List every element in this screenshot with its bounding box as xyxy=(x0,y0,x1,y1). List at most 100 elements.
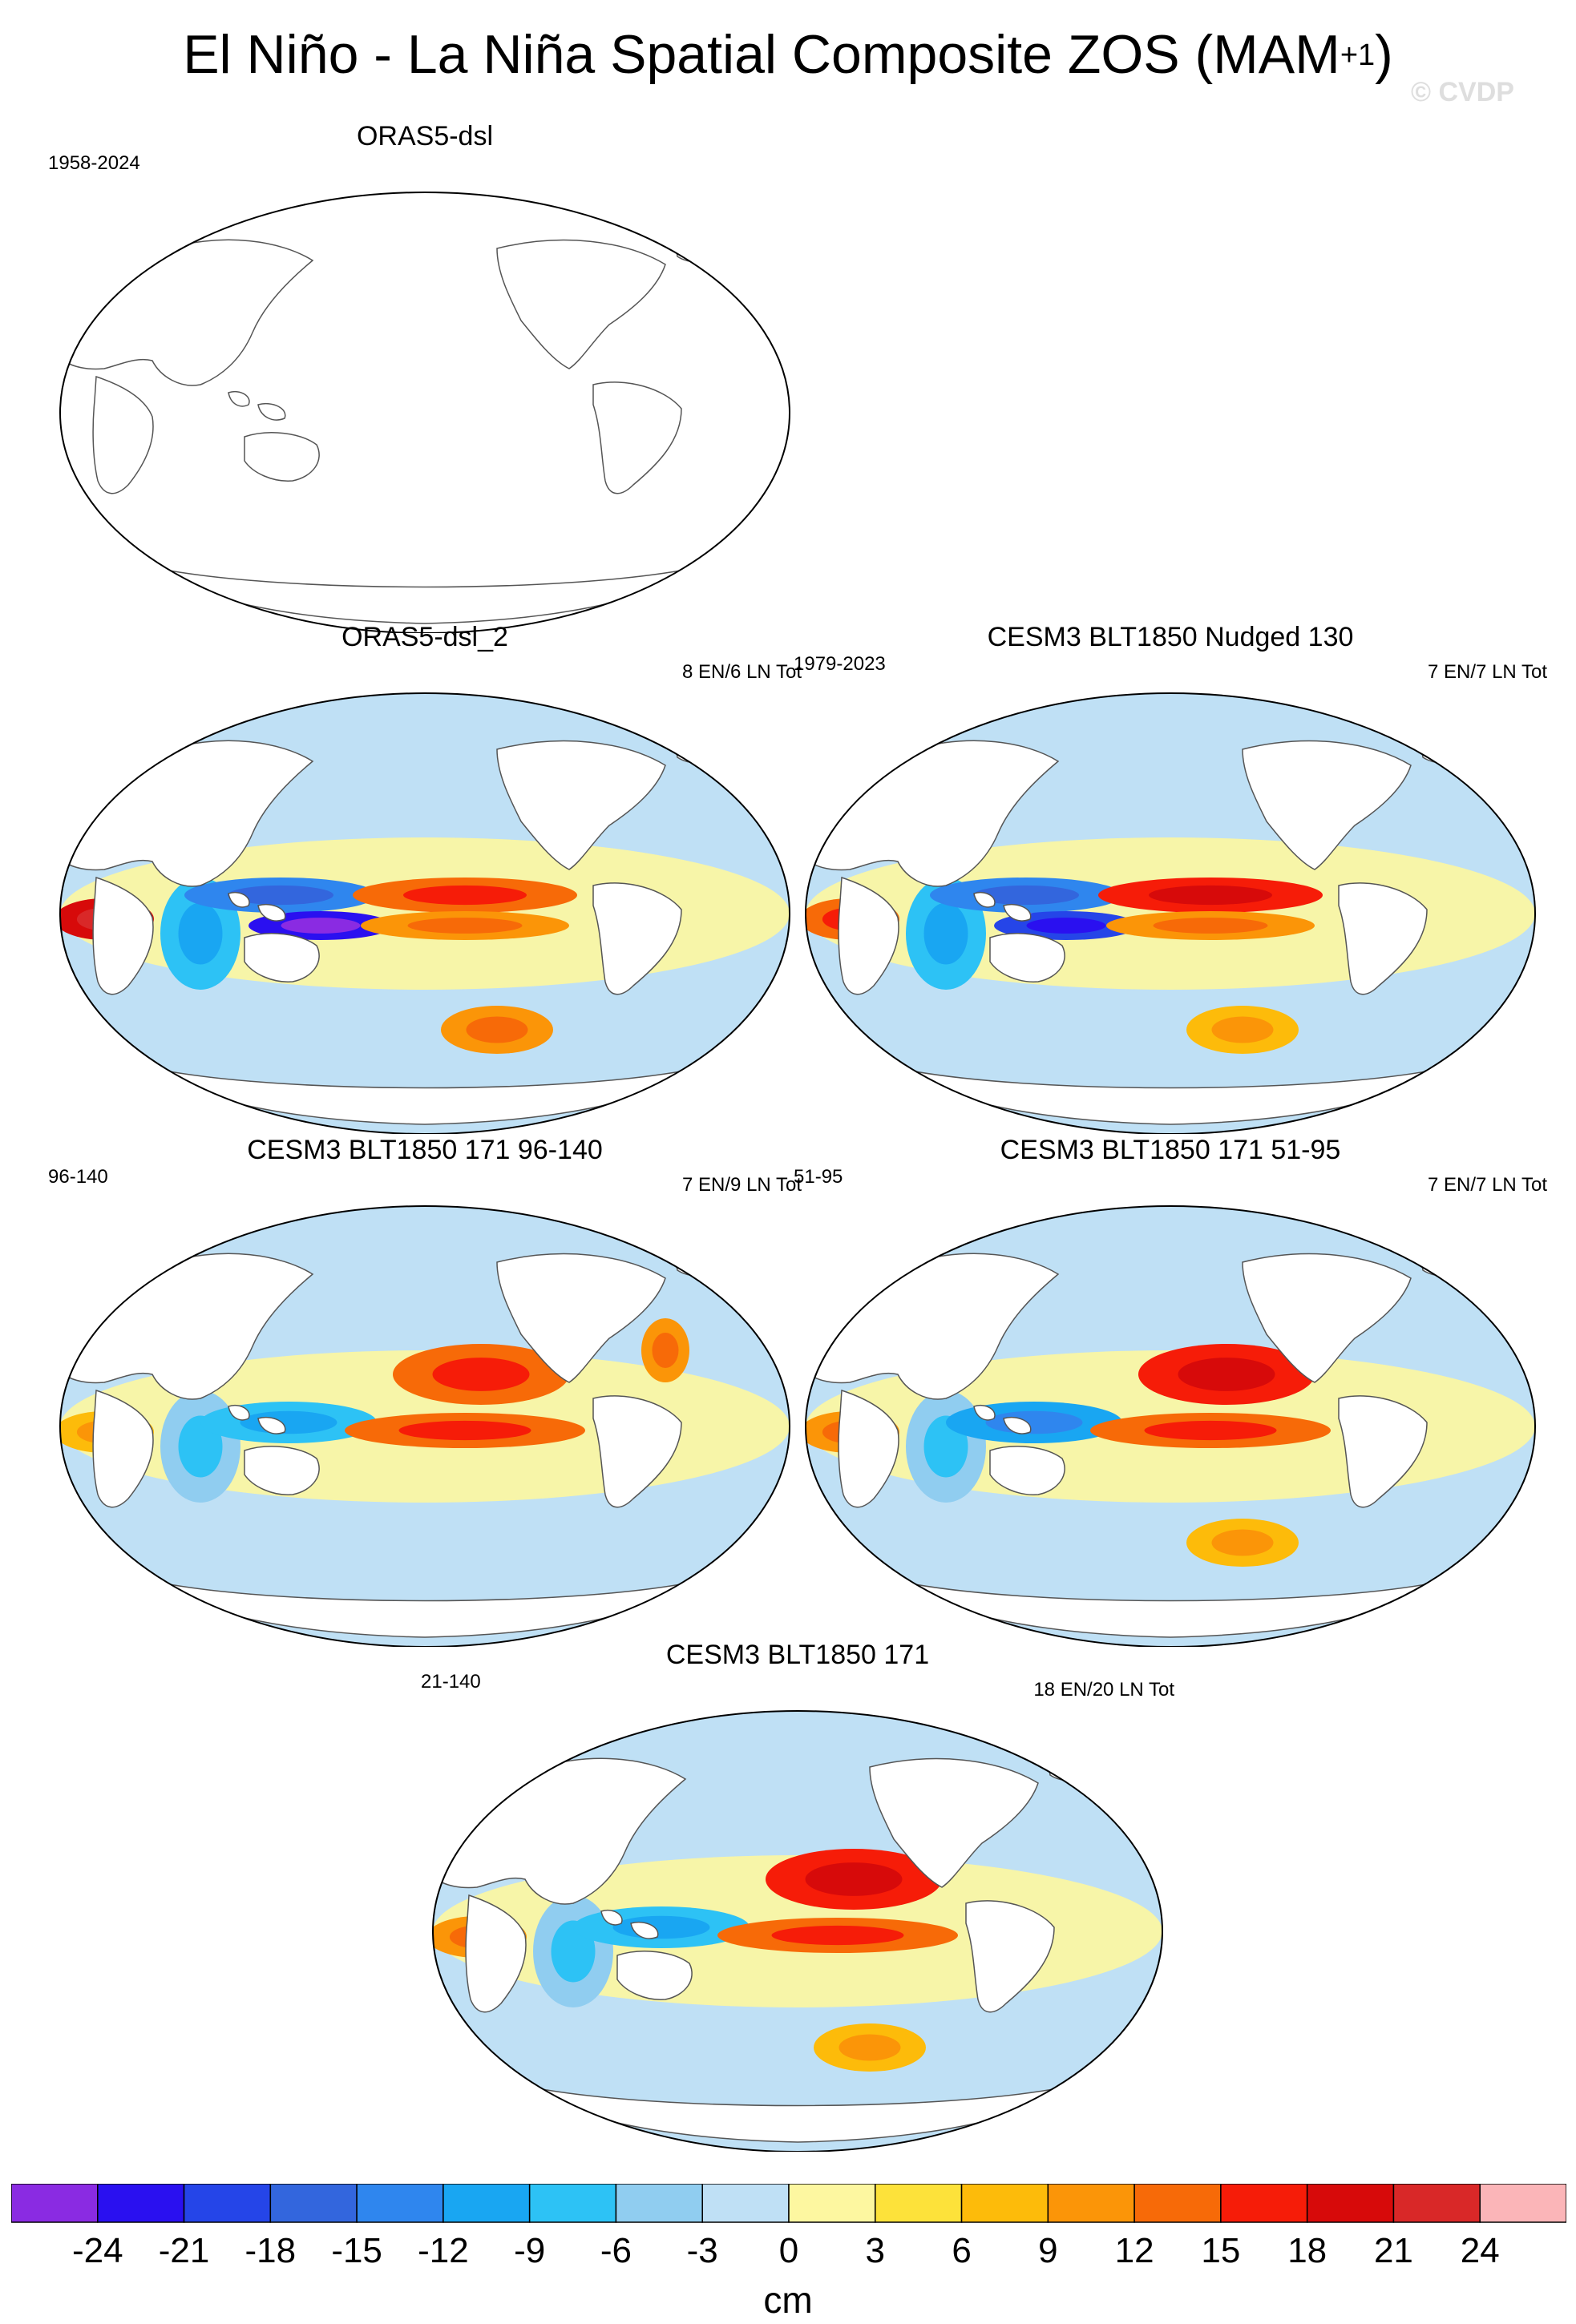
anomaly-core xyxy=(466,1016,528,1043)
panel-title: CESM3 BLT1850 171 96-140 xyxy=(247,1135,603,1165)
map-svg xyxy=(59,692,791,1134)
anomaly-core xyxy=(1211,1529,1274,1556)
map-svg xyxy=(431,1710,1164,2152)
map-border xyxy=(804,692,1537,1134)
panel-right-label: 8 EN/6 LN Tot xyxy=(682,661,802,683)
continent-outline xyxy=(673,231,718,263)
map-border xyxy=(59,692,791,1134)
continent-outline xyxy=(1418,1245,1464,1277)
colorbar-tick-label: 12 xyxy=(1115,2231,1154,2270)
colorbar-tick-label: 0 xyxy=(779,2231,798,2270)
anomaly-core xyxy=(407,918,523,934)
map-field xyxy=(433,1711,1162,2152)
colorbar-swatch xyxy=(1479,2184,1566,2223)
continent-outline xyxy=(92,876,154,995)
panel-right-label: 7 EN/7 LN Tot xyxy=(1428,1174,1547,1196)
anomaly-core xyxy=(612,1915,710,1939)
map-panel-cesm3-171-96-140: CESM3 BLT1850 171 96-140 96-140 7 EN/9 L… xyxy=(48,1134,802,1647)
continent-outline xyxy=(244,432,320,482)
map-border xyxy=(59,192,791,633)
continent-outline xyxy=(1338,882,1428,995)
colorbar-swatch xyxy=(356,2184,444,2223)
anomaly-core xyxy=(805,1862,903,1896)
continent-outline xyxy=(1242,740,1412,870)
continent-outline xyxy=(673,1245,718,1277)
anomaly-core xyxy=(985,1410,1083,1434)
colorbar-swatch xyxy=(442,2184,531,2223)
colorbar-tick-label: -3 xyxy=(687,2231,718,2270)
anomaly-core xyxy=(403,885,527,906)
continent-outline xyxy=(496,1253,666,1383)
panel-left-label: 96-140 xyxy=(48,1166,108,1188)
colorbar-unit-label: cm xyxy=(763,2279,813,2321)
anomaly-core xyxy=(652,1333,679,1368)
colorbar-swatch xyxy=(1047,2184,1135,2223)
continent-outline xyxy=(257,904,286,922)
panel-title: ORAS5-dsl xyxy=(356,121,494,151)
colorbar-swatch xyxy=(528,2184,617,2223)
continent-outline xyxy=(973,892,996,908)
anomaly-core xyxy=(839,2034,901,2061)
continent-outline xyxy=(592,381,682,494)
map-svg xyxy=(804,1205,1537,1647)
panel-left-label: 21-140 xyxy=(421,1671,481,1693)
colorbar-tick-label: 9 xyxy=(1038,2231,1057,2270)
anomaly-core xyxy=(178,902,223,965)
anomaly-core xyxy=(398,1420,531,1441)
colorbar-swatch xyxy=(1134,2184,1222,2223)
title-superscript: +1 xyxy=(1340,38,1376,72)
continent-outline xyxy=(592,1395,682,1508)
colorbar-swatch xyxy=(1220,2184,1308,2223)
colorbar-swatch xyxy=(788,2184,876,2223)
continent-outline xyxy=(673,732,718,764)
map-border xyxy=(431,1710,1164,2152)
panel-title: CESM3 BLT1850 Nudged 130 xyxy=(987,622,1354,652)
colorbar-tick-label: 21 xyxy=(1374,2231,1413,2270)
colorbar-tick-label: -24 xyxy=(72,2231,123,2270)
continent-outline xyxy=(158,567,692,624)
title-text: El Niño - La Niña Spatial Composite ZOS … xyxy=(183,24,1340,85)
colorbar: -24 -21 -18 -15 -12 -9 -6 -3 0 3 6 9 12 15 18 21 24 xyxy=(11,2184,1566,2270)
anomaly-core xyxy=(1026,918,1106,934)
continent-outline xyxy=(869,1757,1039,1888)
continent-outline xyxy=(228,391,250,407)
watermark: © CVDP xyxy=(1411,77,1514,107)
colorbar-tick-label: 15 xyxy=(1201,2231,1240,2270)
colorbar-tick-label: -6 xyxy=(600,2231,632,2270)
continent-outline xyxy=(1242,1253,1412,1383)
colorbar-tick-label: -9 xyxy=(514,2231,545,2270)
colorbar-tick-label: 24 xyxy=(1461,2231,1500,2270)
continent-outline xyxy=(244,1446,320,1495)
anomaly-core xyxy=(432,1358,530,1391)
continent-outline xyxy=(989,933,1065,982)
continent-outline xyxy=(592,882,682,995)
map-panel-cesm3-nudged-130: CESM3 BLT1850 Nudged 130 1979-2023 7 EN/… xyxy=(794,621,1547,1134)
anomaly-core xyxy=(1144,1420,1277,1441)
panel-right-label: 18 EN/20 LN Tot xyxy=(1033,1679,1174,1701)
map-panel-cesm3-171-51-95: CESM3 BLT1850 171 51-95 51-95 7 EN/7 LN … xyxy=(794,1134,1547,1647)
panel-left-label: 1979-2023 xyxy=(794,653,886,675)
continent-outline xyxy=(92,1389,154,1508)
colorbar-swatch xyxy=(701,2184,790,2223)
continent-outline xyxy=(257,1417,286,1434)
colorbar-tick-label: -12 xyxy=(418,2231,469,2270)
anomaly-core xyxy=(973,885,1079,906)
colorbar-swatch xyxy=(615,2184,703,2223)
colorbar-tick-label: 6 xyxy=(952,2231,971,2270)
panel-title: ORAS5-dsl_2 xyxy=(341,622,508,652)
colorbar-swatch xyxy=(11,2184,99,2223)
continent-outline xyxy=(92,375,154,494)
continent-outline xyxy=(973,1405,996,1421)
map-panel-oras5-dsl: ORAS5-dsl 1958-2024 xyxy=(48,120,802,633)
colorbar-swatch xyxy=(97,2184,185,2223)
panel-right-label: 7 EN/9 LN Tot xyxy=(682,1174,802,1196)
continent-outline xyxy=(838,1389,899,1508)
anomaly-core xyxy=(240,1410,337,1434)
colorbar-swatch xyxy=(1392,2184,1481,2223)
map-field xyxy=(806,1206,1535,1647)
colorbar-tick-label: -21 xyxy=(159,2231,210,2270)
panel-title: CESM3 BLT1850 171 51-95 xyxy=(1000,1135,1341,1165)
colorbar-swatch xyxy=(1306,2184,1395,2223)
anomaly-core xyxy=(1149,885,1272,906)
continent-outline xyxy=(1418,732,1464,764)
